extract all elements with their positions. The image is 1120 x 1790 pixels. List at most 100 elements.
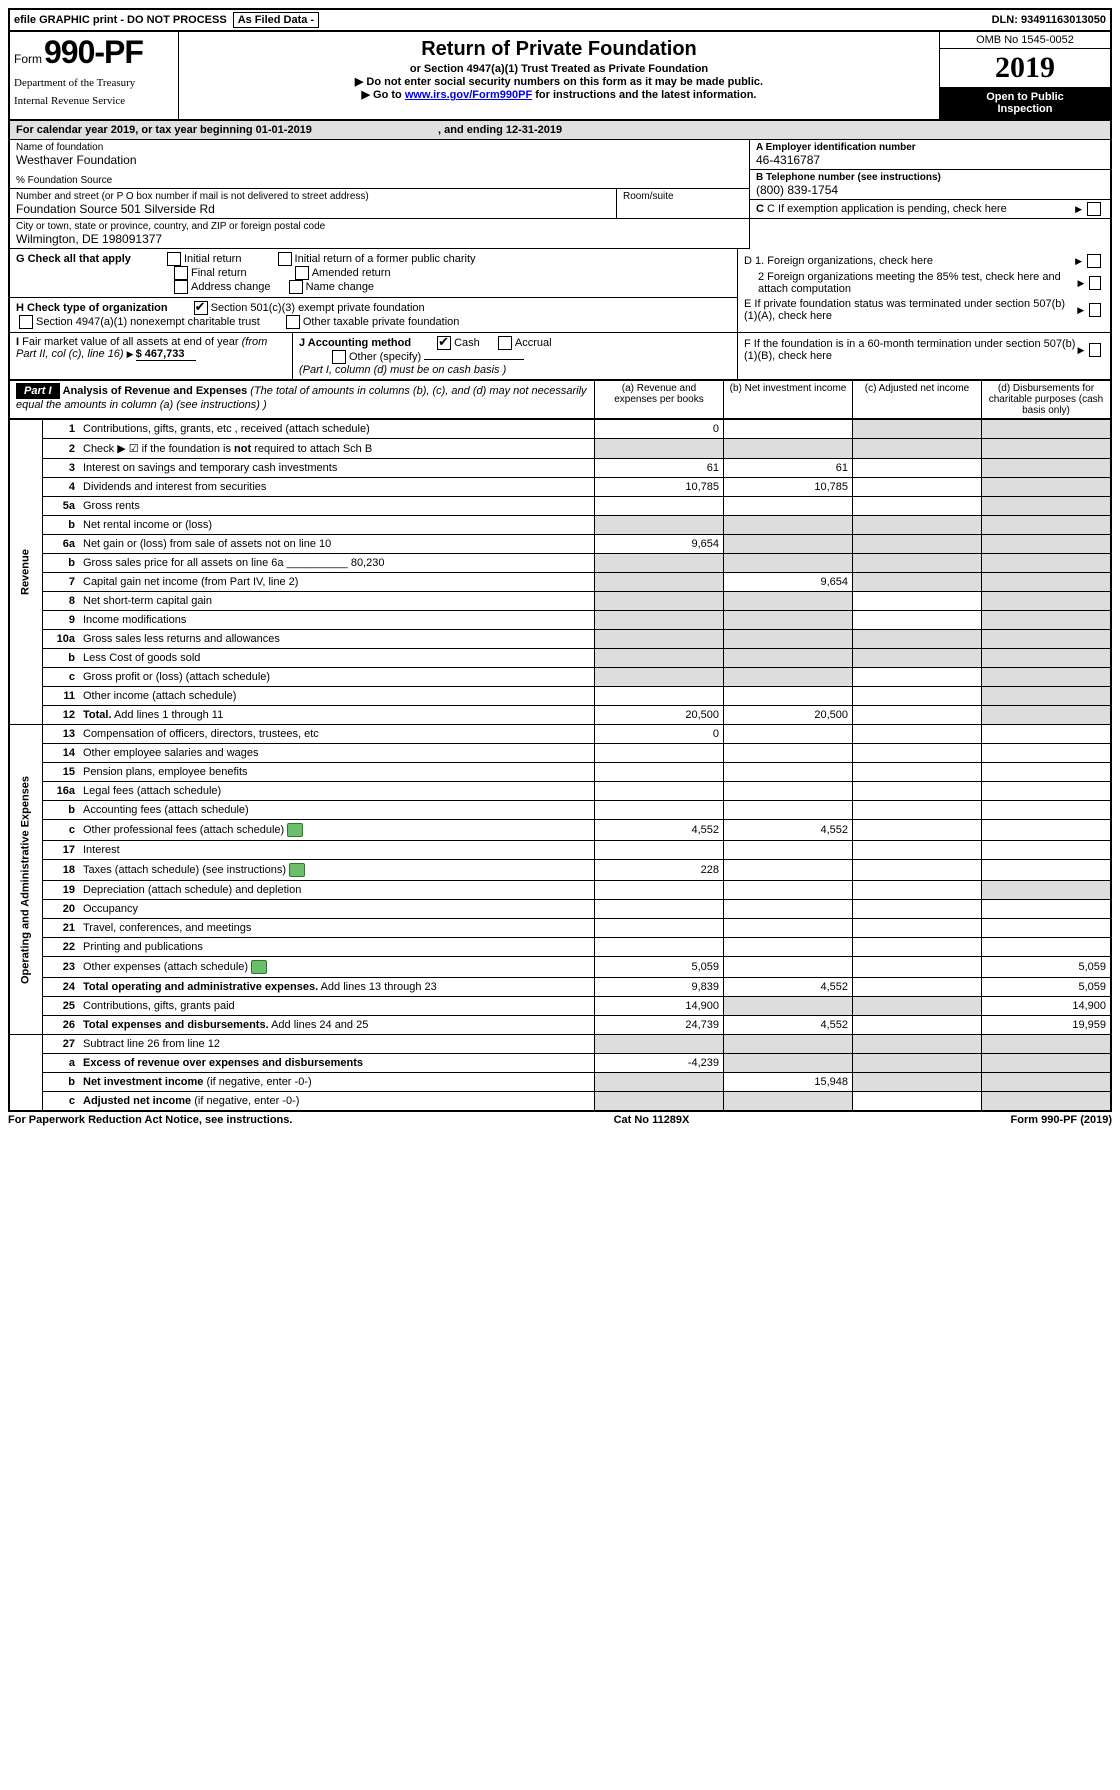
table-row: 14Other employee salaries and wages <box>9 744 1111 763</box>
amount-cell: 0 <box>595 420 724 439</box>
amount-cell: 15,948 <box>724 1073 853 1092</box>
amount-cell <box>853 478 982 497</box>
table-row: cOther professional fees (attach schedul… <box>9 820 1111 841</box>
attachment-icon[interactable] <box>251 960 267 974</box>
line-description: Dividends and interest from securities <box>79 478 595 497</box>
amount-cell-shaded <box>853 439 982 459</box>
instruction-line-1: ▶ Do not enter social security numbers o… <box>185 75 933 88</box>
amount-cell <box>595 782 724 801</box>
chk-initial-former[interactable] <box>278 252 292 266</box>
arrow-icon <box>1077 304 1086 316</box>
line-description: Gross profit or (loss) (attach schedule) <box>79 668 595 687</box>
line-description: Income modifications <box>79 611 595 630</box>
line-description: Less Cost of goods sold <box>79 649 595 668</box>
line-description: Net rental income or (loss) <box>79 516 595 535</box>
attachment-icon[interactable] <box>287 823 303 837</box>
amount-cell-shaded <box>982 478 1112 497</box>
irs-link[interactable]: www.irs.gov/Form990PF <box>405 89 532 101</box>
line-description: Compensation of officers, directors, tru… <box>79 725 595 744</box>
omb-number: OMB No 1545-0052 <box>940 32 1110 49</box>
line-description: Interest on savings and temporary cash i… <box>79 459 595 478</box>
revenue-expense-table: Revenue1Contributions, gifts, grants, et… <box>8 419 1112 1112</box>
dln-label: DLN: <box>992 14 1018 26</box>
chk-other-method[interactable] <box>332 350 346 364</box>
line-number: 8 <box>43 592 80 611</box>
amount-cell <box>853 725 982 744</box>
amount-cell <box>853 919 982 938</box>
table-row: aExcess of revenue over expenses and dis… <box>9 1054 1111 1073</box>
chk-d1[interactable] <box>1087 254 1101 268</box>
chk-4947a1[interactable] <box>19 315 33 329</box>
chk-initial-return[interactable] <box>167 252 181 266</box>
amount-cell <box>724 725 853 744</box>
amount-cell: 61 <box>724 459 853 478</box>
amount-cell <box>853 820 982 841</box>
amount-cell-shaded <box>595 516 724 535</box>
line-number: 4 <box>43 478 80 497</box>
j-label: J Accounting method <box>299 337 411 349</box>
amount-cell <box>724 763 853 782</box>
amount-cell <box>982 744 1112 763</box>
exemption-checkbox[interactable] <box>1087 202 1101 216</box>
part1-title: Analysis of Revenue and Expenses <box>63 385 248 397</box>
chk-501c3[interactable] <box>194 301 208 315</box>
chk-e[interactable] <box>1089 303 1101 317</box>
amount-cell <box>853 881 982 900</box>
table-row: 5aGross rents <box>9 497 1111 516</box>
line-description: Net short-term capital gain <box>79 592 595 611</box>
dln-value: 93491163013050 <box>1021 14 1106 26</box>
amount-cell-shaded <box>982 439 1112 459</box>
line-description: Interest <box>79 841 595 860</box>
amount-cell-shaded <box>982 687 1112 706</box>
table-row: 4Dividends and interest from securities … <box>9 478 1111 497</box>
amount-cell: 9,654 <box>595 535 724 554</box>
chk-accrual[interactable] <box>498 336 512 350</box>
arrow-icon <box>1075 203 1084 215</box>
line-number: 26 <box>43 1016 80 1035</box>
table-row: 7Capital gain net income (from Part IV, … <box>9 573 1111 592</box>
chk-d2[interactable] <box>1089 276 1101 290</box>
amount-cell <box>982 938 1112 957</box>
line-description: Printing and publications <box>79 938 595 957</box>
room-label: Room/suite <box>623 191 743 202</box>
line-number: c <box>43 820 80 841</box>
line-description: Total operating and administrative expen… <box>79 978 595 997</box>
line-number: 17 <box>43 841 80 860</box>
chk-cash[interactable] <box>437 336 451 350</box>
chk-amended-return[interactable] <box>295 266 309 280</box>
col-c-header: (c) Adjusted net income <box>852 381 981 418</box>
col-a-header: (a) Revenue and expenses per books <box>594 381 723 418</box>
line-description: Gross rents <box>79 497 595 516</box>
amount-cell <box>853 801 982 820</box>
paperwork-notice: For Paperwork Reduction Act Notice, see … <box>8 1114 292 1126</box>
amount-cell-shaded <box>853 573 982 592</box>
amount-cell-shaded <box>853 1035 982 1054</box>
table-row: 3Interest on savings and temporary cash … <box>9 459 1111 478</box>
line-number: 5a <box>43 497 80 516</box>
table-row: 18Taxes (attach schedule) (see instructi… <box>9 860 1111 881</box>
amount-cell: 10,785 <box>724 478 853 497</box>
amount-cell-shaded <box>724 1035 853 1054</box>
chk-f[interactable] <box>1089 343 1101 357</box>
amount-cell <box>853 611 982 630</box>
ein-value: 46-4316787 <box>756 153 1104 167</box>
attachment-icon[interactable] <box>289 863 305 877</box>
open-to-public: Open to Public Inspection <box>940 87 1110 119</box>
amount-cell <box>595 763 724 782</box>
chk-final-return[interactable] <box>174 266 188 280</box>
line-number: 25 <box>43 997 80 1016</box>
amount-cell-shaded <box>724 535 853 554</box>
line-number: a <box>43 1054 80 1073</box>
amount-cell-shaded <box>982 573 1112 592</box>
city-label: City or town, state or province, country… <box>16 221 743 232</box>
table-row: 9Income modifications <box>9 611 1111 630</box>
as-filed-label: As Filed Data - <box>233 12 319 28</box>
line-number: 2 <box>43 439 80 459</box>
amount-cell-shaded <box>982 1054 1112 1073</box>
chk-name-change[interactable] <box>289 280 303 294</box>
page-footer: For Paperwork Reduction Act Notice, see … <box>8 1112 1112 1126</box>
chk-other-taxable[interactable] <box>286 315 300 329</box>
chk-address-change[interactable] <box>174 280 188 294</box>
arrow-icon <box>1075 255 1084 267</box>
amount-cell-shaded <box>982 668 1112 687</box>
